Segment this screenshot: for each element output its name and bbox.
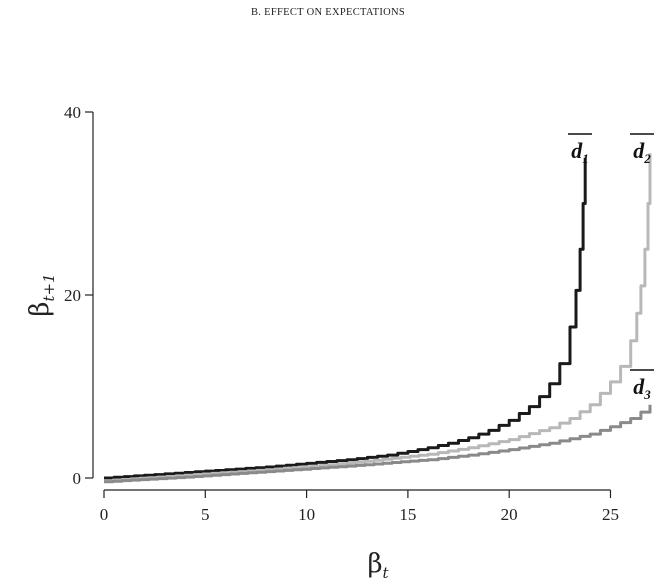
chart-title: B. EFFECT ON EXPECTATIONS <box>250 7 406 18</box>
axes: 0 20 40 0 5 10 15 20 25 βt βt+1 <box>25 103 619 582</box>
x-axis-title-sub: t <box>383 564 390 582</box>
x-tick-label-0: 0 <box>100 505 109 524</box>
y-axis-title-sub: t+1 <box>40 273 58 301</box>
series-layer <box>104 153 652 484</box>
x-tick-label-20: 20 <box>501 505 518 524</box>
x-axis-title: βt <box>367 549 389 582</box>
series-line-3 <box>104 404 652 484</box>
y-tick-label-0: 0 <box>73 469 82 488</box>
series-label-2: d2 <box>633 138 651 166</box>
series-label-3: d3 <box>633 374 651 402</box>
series-label-sub-1: 1 <box>582 151 589 166</box>
series-label-sub-3: 3 <box>643 387 651 402</box>
x-tick-label-5: 5 <box>201 505 210 524</box>
y-tick-label-20: 20 <box>64 286 81 305</box>
series-line-1 <box>104 157 587 480</box>
x-tick-label-10: 10 <box>298 505 315 524</box>
y-axis-title: βt+1 <box>25 273 58 316</box>
x-tick-label-25: 25 <box>602 505 619 524</box>
series-label-1: d1 <box>571 138 589 166</box>
series-line-2 <box>104 153 652 483</box>
series-label-sub-2: 2 <box>643 151 651 166</box>
x-tick-label-15: 15 <box>399 505 416 524</box>
y-tick-label-40: 40 <box>64 103 81 122</box>
